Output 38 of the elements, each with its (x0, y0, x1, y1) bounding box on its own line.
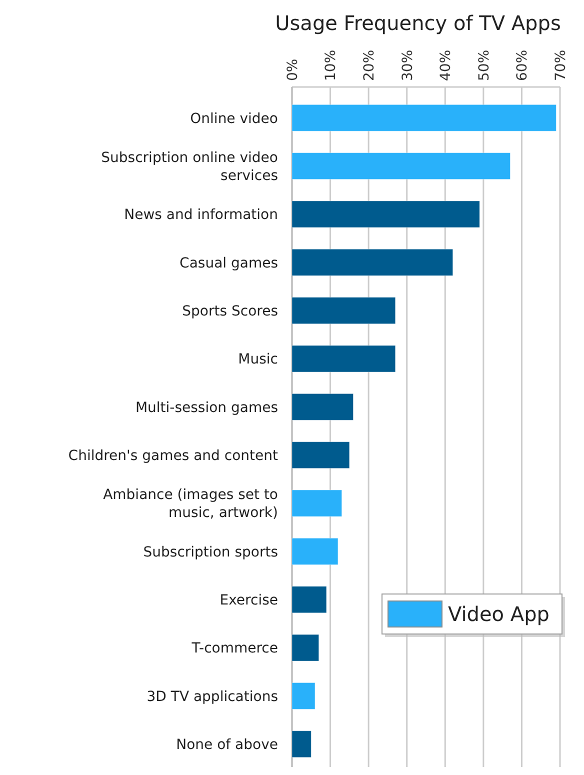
bar (292, 682, 316, 710)
x-tick-label: 0% (284, 58, 301, 81)
y-tick-label: 3D TV applications (146, 688, 278, 705)
bar (292, 152, 510, 180)
bar (292, 730, 312, 758)
y-tick-label: Multi-session games (135, 400, 278, 416)
legend-label: Video App (448, 602, 550, 626)
y-tick-label: Subscription online video services (101, 150, 278, 184)
x-tick-label: 70% (552, 50, 569, 81)
y-tick-label: Casual games (180, 255, 278, 272)
bar (292, 634, 320, 662)
y-tick-label: None of above (176, 737, 278, 754)
x-tick-label: 50% (476, 50, 492, 81)
bar (292, 345, 396, 372)
bar (292, 393, 354, 420)
bar (292, 297, 396, 324)
y-tick-label: News and information (124, 207, 278, 224)
y-tick-label: Sports Scores (182, 303, 278, 320)
y-tick-label: Ambiance (images set to music, artwork) (103, 487, 278, 522)
bar (292, 586, 327, 614)
y-tick-label: Subscription sports (143, 544, 278, 560)
x-tick-label: 60% (514, 50, 531, 81)
bar (292, 442, 350, 469)
y-tick-label: Online video (190, 110, 278, 127)
chart-title: Usage Frequency of TV Apps (275, 11, 561, 35)
bar (292, 200, 480, 228)
x-tick-label: 30% (400, 50, 416, 81)
bar (292, 248, 454, 276)
y-tick-label: T-commerce (190, 640, 278, 657)
x-tick-label: 20% (361, 50, 378, 81)
y-tick-label: Exercise (220, 592, 278, 608)
bar (292, 538, 338, 565)
bar (292, 490, 342, 517)
x-tick-label: 10% (323, 50, 340, 81)
bar (292, 104, 556, 132)
x-tick-label: 40% (438, 50, 454, 81)
y-tick-label: Music (238, 352, 278, 368)
y-tick-label: Children's games and content (68, 448, 278, 464)
